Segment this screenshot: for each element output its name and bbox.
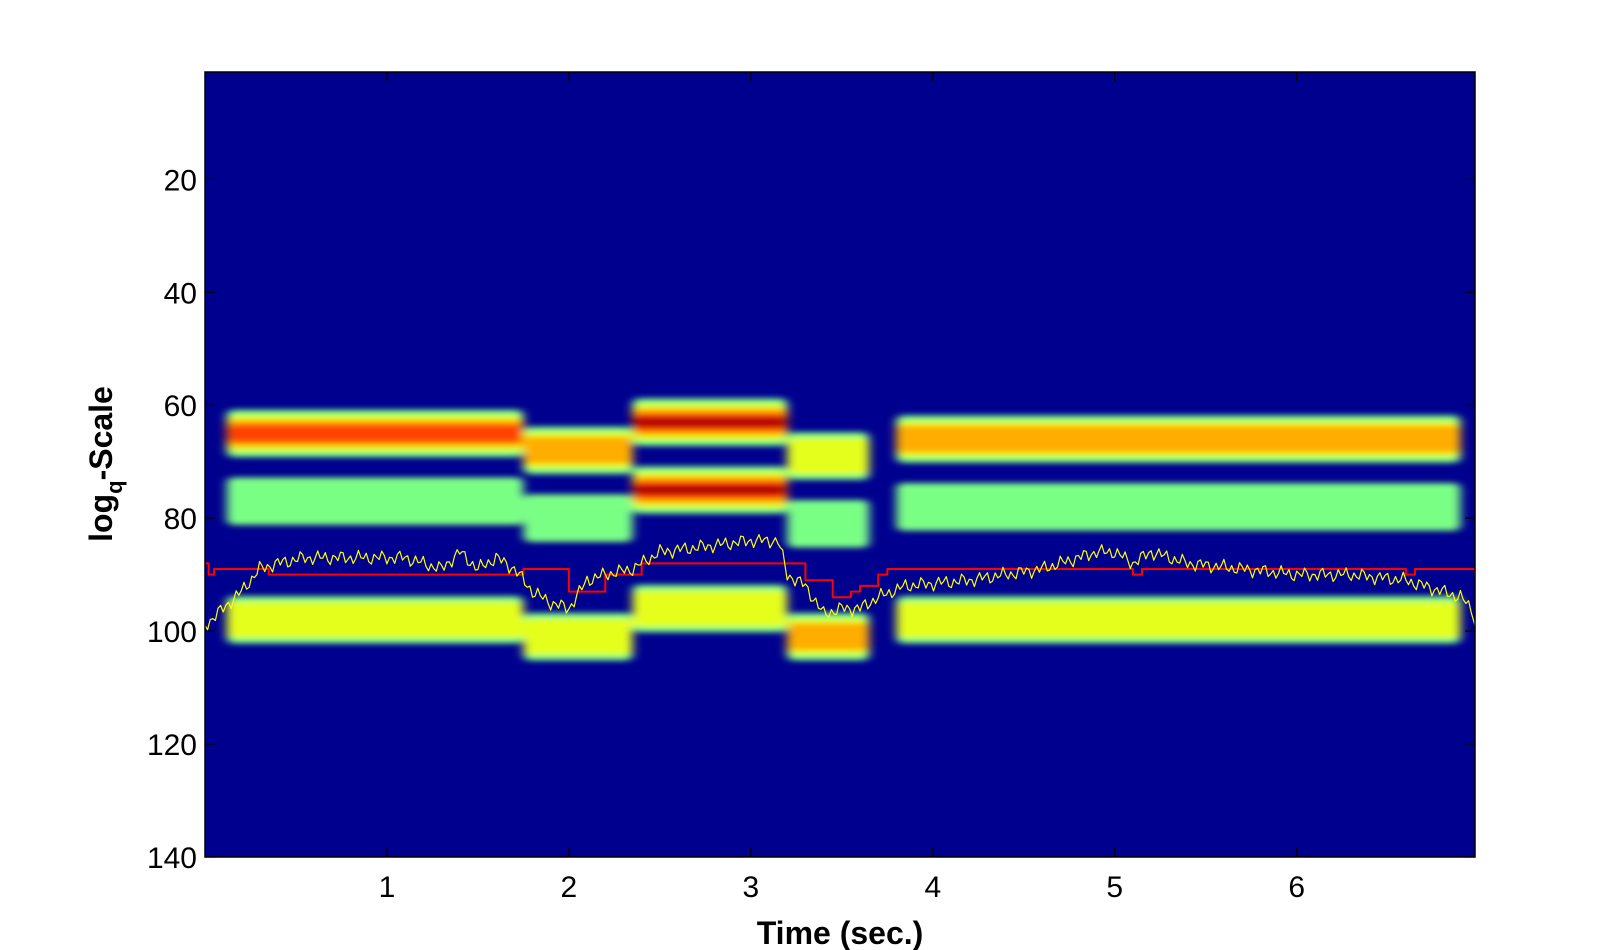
y-axis-label-rest: -Scale — [83, 386, 119, 480]
x-tick-label: 6 — [1288, 871, 1305, 904]
series-line-1 — [205, 534, 1475, 631]
x-tick-label: 2 — [561, 871, 578, 904]
heatmap-band-3-2-2 — [787, 623, 870, 651]
y-axis-label: logq-Scale — [83, 386, 127, 542]
series-line-0 — [205, 562, 1475, 779]
series-layer — [205, 534, 1475, 779]
x-tick-label: 4 — [924, 871, 941, 904]
y-tick-label: 80 — [164, 503, 197, 536]
heatmap-band-4-1-0 — [896, 483, 1461, 531]
x-axis-label: Time (sec.) — [757, 915, 924, 950]
heatmap-band-2-2-1 — [632, 590, 788, 627]
plot-frame — [204, 71, 1476, 858]
heatmap-band-4-2-1 — [896, 601, 1461, 638]
heatmap-band-1-2-1 — [523, 618, 633, 655]
y-axis-label-subscript: q — [102, 480, 127, 493]
y-tick-label: 140 — [147, 842, 197, 875]
x-tick-label: 5 — [1106, 871, 1123, 904]
heatmap-band-1-1-0 — [523, 494, 633, 542]
heatmap-band-0-2-1 — [226, 601, 524, 638]
y-tick-label: 100 — [147, 616, 197, 649]
heatmap-layer — [226, 398, 1461, 661]
ticks-layer: 1 2 3 4 5 6 20 40 60 80 100 120 140 — [147, 72, 1475, 904]
heatmap-band-2-0-4 — [632, 417, 788, 428]
heatmap-band-3-0-1 — [787, 437, 870, 475]
y-tick-label: 120 — [147, 729, 197, 762]
y-tick-label: 60 — [164, 390, 197, 423]
y-tick-label: 20 — [164, 164, 197, 197]
heatmap-band-1-0-2 — [523, 436, 633, 464]
y-tick-label: 40 — [164, 277, 197, 310]
heatmap-band-2-1-4 — [632, 484, 788, 495]
heatmap-band-0-0-3 — [226, 424, 524, 443]
x-tick-label: 3 — [743, 871, 760, 904]
x-tick-label: 1 — [379, 871, 396, 904]
heatmap-band-4-0-2 — [896, 425, 1461, 453]
heatmap-band-3-1-0 — [787, 500, 870, 548]
heatmap-band-0-1-0 — [226, 477, 524, 525]
y-axis-label-base: log — [83, 494, 119, 542]
